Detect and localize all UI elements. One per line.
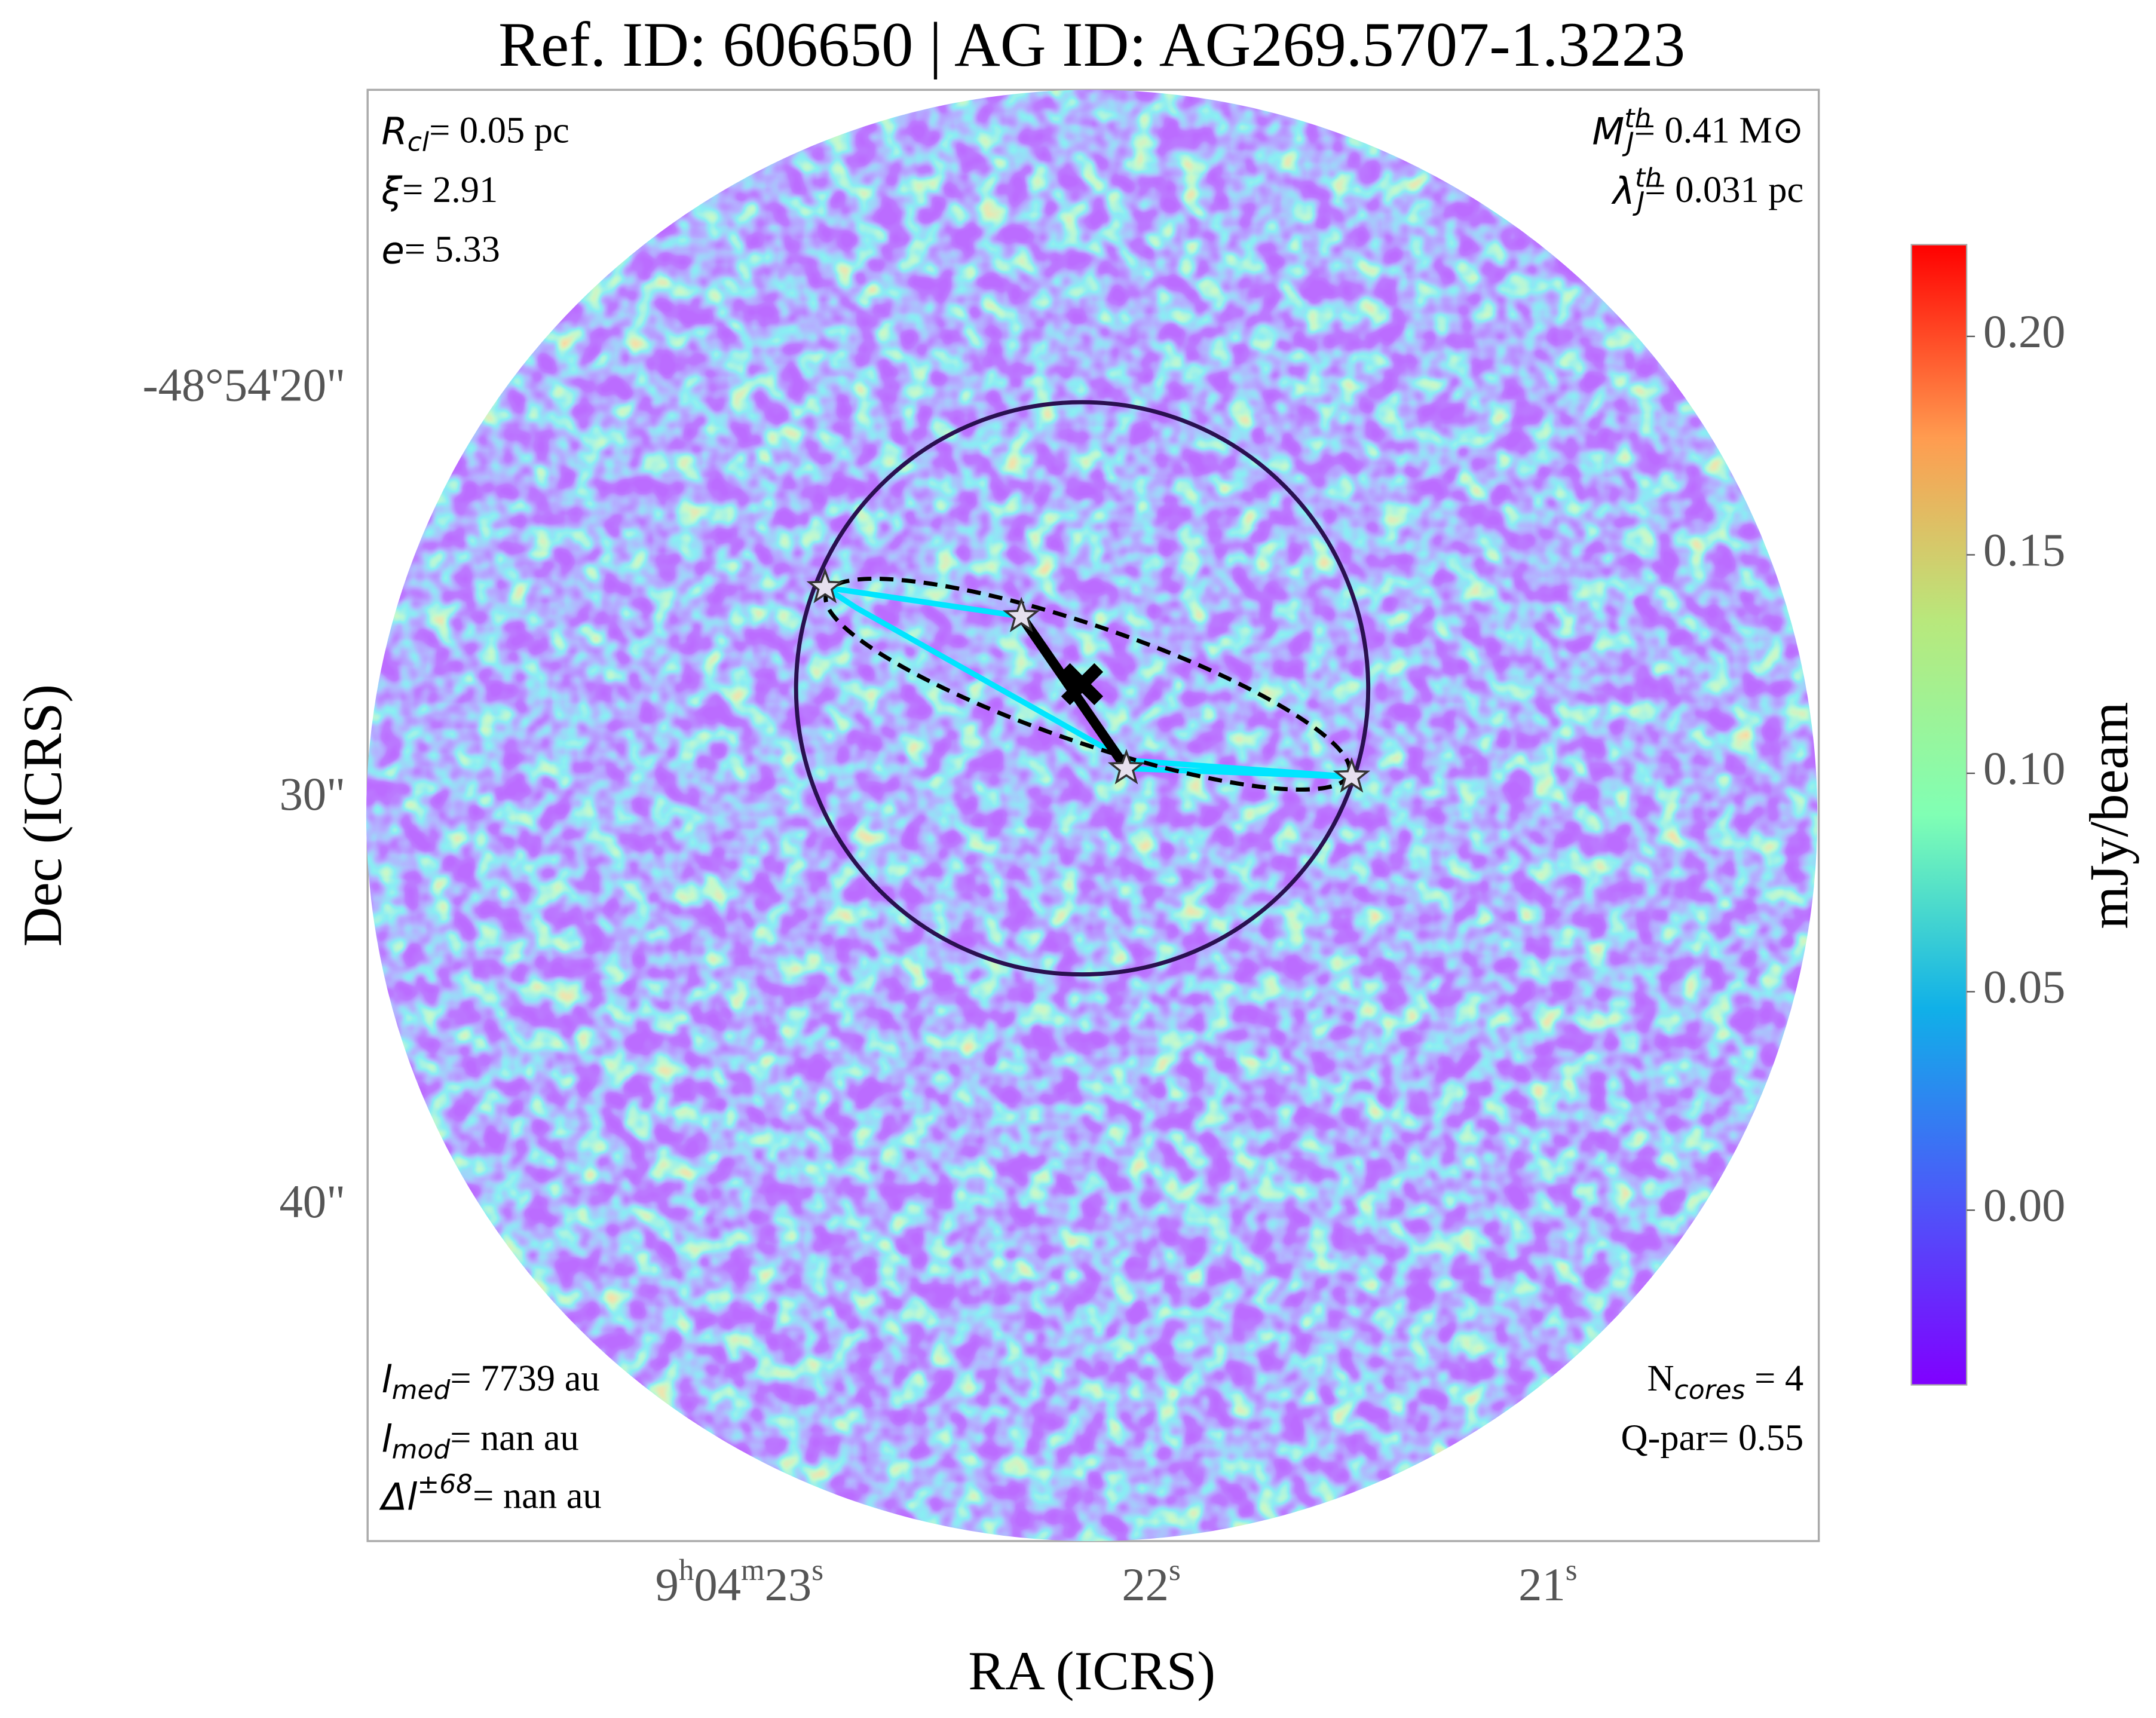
intensity-map — [366, 90, 1818, 1541]
unit-superscript: h — [679, 1554, 694, 1587]
annotation: λth J= 0.031 pc — [1611, 163, 1803, 217]
colorbar — [1910, 244, 1968, 1386]
x-axis-label: RA (ICRS) — [968, 1641, 1215, 1702]
colorbar-tick-label: 0.10 — [1983, 743, 2066, 795]
colorbar-tick-label: 0.00 — [1983, 1180, 2066, 1232]
y-tick-label: 40" — [279, 1176, 345, 1228]
annotation: lmed= 7739 au — [381, 1357, 599, 1405]
x-tick-label: 21s — [1518, 1554, 1577, 1611]
tick-part: 9 — [656, 1559, 679, 1611]
colorbar-tick-label: 0.20 — [1983, 306, 2066, 358]
unit-superscript: s — [1169, 1554, 1181, 1587]
annotation: Mth J= 0.41 M⊙ — [1592, 103, 1803, 157]
colorbar-label: mJy/beam — [2079, 702, 2140, 929]
aperture-circle — [794, 400, 1371, 977]
annotation: lmod= nan au — [381, 1417, 578, 1465]
x-tick-label: 22s — [1122, 1554, 1180, 1611]
y-tick-label: -48°54'20" — [142, 359, 345, 411]
annotation: Q-par= 0.55 — [1621, 1417, 1804, 1459]
annotation: Rcl= 0.05 pc — [381, 109, 569, 158]
y-axis-label: Dec (ICRS) — [13, 684, 74, 947]
annotation: e= 5.33 — [381, 228, 500, 272]
title: Ref. ID: 606650 | AG ID: AG269.5707-1.32… — [498, 10, 1685, 80]
tick-part: 23 — [765, 1559, 812, 1611]
centroid — [1061, 663, 1104, 706]
colorbar-tick-label: 0.15 — [1983, 525, 2066, 577]
core-star — [1003, 596, 1040, 633]
core-star — [806, 568, 844, 604]
tick-part: 22 — [1122, 1559, 1169, 1611]
unit-superscript: m — [741, 1554, 765, 1587]
annotation: Δl±68= nan au — [379, 1469, 601, 1518]
core-star — [1333, 757, 1371, 793]
unit-superscript: s — [811, 1554, 823, 1587]
x-tick-label: 9h04m23s — [656, 1554, 823, 1611]
unit-superscript: s — [1566, 1554, 1578, 1587]
tick-part: 21 — [1518, 1559, 1566, 1611]
cores — [806, 568, 1371, 793]
y-tick-label: 30" — [279, 768, 345, 820]
annotation: Ncores = 4 — [1647, 1357, 1803, 1405]
colorbar-tick-label: 0.05 — [1983, 961, 2066, 1013]
core-star — [1107, 749, 1146, 785]
annotation: ξ= 2.91 — [381, 169, 498, 213]
tick-part: 04 — [694, 1559, 741, 1611]
